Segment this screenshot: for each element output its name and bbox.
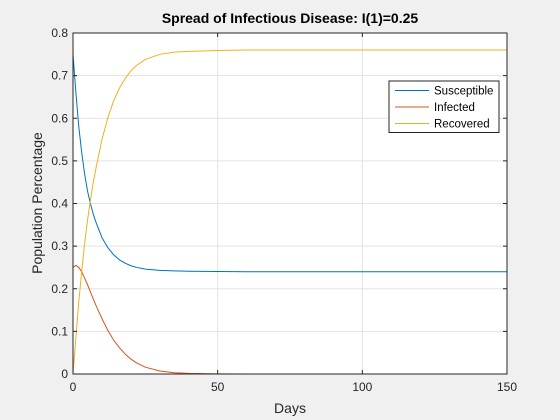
series-line-recovered: [72, 49, 507, 375]
ticks: 0 50 100 150 0 0.1 0.2 0.3 0.4 0.5 0.6 0.7 0.8: [51, 26, 517, 394]
y-tick-label: 0.3: [51, 239, 68, 253]
y-tick-label: 0.7: [51, 69, 68, 83]
legend-label-susceptible: Susceptible: [434, 86, 493, 98]
x-tick-label: 0: [70, 380, 77, 394]
legend: Susceptible Infected Recovered: [388, 80, 500, 133]
x-tick-label: 150: [497, 380, 517, 394]
y-tick-label: 0.1: [51, 324, 68, 338]
y-tick-label: 0.5: [51, 154, 68, 168]
y-tick-label: 0.2: [51, 282, 68, 296]
x-axis-label: Days: [274, 400, 306, 416]
x-tick-label: 50: [211, 380, 225, 394]
series-line-susceptible: [72, 54, 507, 273]
chart-title: Spread of Infectious Disease: I(1)=0.25: [162, 10, 419, 26]
x-tick-label: 100: [352, 380, 372, 394]
y-axis-label: Population Percentage: [29, 132, 45, 274]
y-tick-label: 0.8: [51, 26, 68, 40]
y-tick-label: 0.4: [51, 197, 68, 211]
y-tick-label: 0: [61, 367, 68, 381]
y-tick-label: 0.6: [51, 111, 68, 125]
legend-label-recovered: Recovered: [434, 119, 490, 131]
legend-label-infected: Infected: [434, 102, 475, 114]
